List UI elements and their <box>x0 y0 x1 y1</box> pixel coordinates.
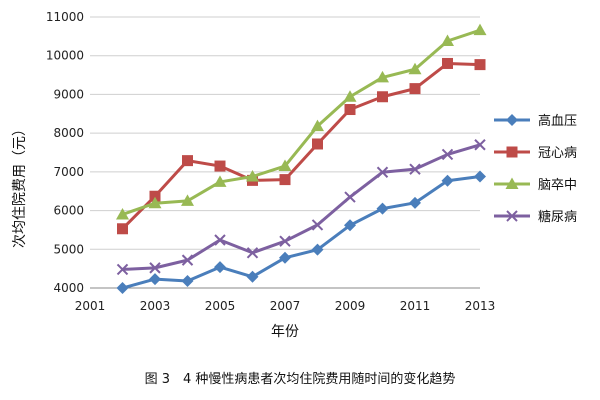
data-point-square <box>117 223 128 235</box>
data-point-diamond <box>344 219 356 232</box>
data-point-triangle <box>181 194 194 206</box>
data-point-diamond <box>181 275 194 288</box>
data-point-x <box>344 191 356 203</box>
series-1 <box>116 170 486 294</box>
data-point-triangle <box>441 34 454 47</box>
data-point-x <box>149 262 161 274</box>
data-point-square <box>377 91 388 103</box>
y-tick-label: 10000 <box>46 49 84 63</box>
data-point-diamond <box>441 174 454 187</box>
y-tick-label: 7000 <box>53 165 84 179</box>
legend-label: 脑卒中 <box>538 178 577 193</box>
data-point-triangle <box>116 207 129 220</box>
series-2 <box>117 57 486 235</box>
y-tick-label: 8000 <box>53 126 84 140</box>
data-point-triangle <box>148 196 162 209</box>
data-point-x <box>409 163 421 175</box>
y-tick-label: 9000 <box>53 87 84 101</box>
y-tick-labels: 4000 5000 6000 7000 8000 9000 10000 11000 <box>46 10 84 295</box>
y-tick-label: 5000 <box>53 242 84 256</box>
legend-item: 高血压 <box>494 113 577 129</box>
x-tick-labels: 2001 2003 2005 2007 2009 2011 2013 <box>75 299 496 313</box>
data-point-diamond <box>116 282 129 294</box>
y-axis-title: 次均住院费用（元） <box>12 122 28 248</box>
data-point-diamond <box>311 243 324 256</box>
legend-item: 冠心病 <box>494 146 577 161</box>
x-axis-title: 年份 <box>271 324 299 340</box>
x-tick-label: 2001 <box>75 299 106 313</box>
data-point-diamond <box>474 170 486 183</box>
x-tick-label: 2009 <box>335 299 366 313</box>
data-point-diamond <box>246 270 259 283</box>
data-point-diamond <box>279 251 291 264</box>
x-tick-label: 2013 <box>465 299 496 313</box>
data-point-square <box>149 190 161 202</box>
series-line <box>122 143 481 271</box>
data-point-x <box>246 247 259 259</box>
data-point-square <box>312 138 323 150</box>
data-point-square <box>409 83 421 95</box>
legend-label: 糖尿病 <box>538 209 577 225</box>
data-point-x <box>506 210 518 222</box>
data-point-diamond <box>149 273 161 286</box>
x-tick-label: 2007 <box>270 299 301 313</box>
data-point-diamond <box>409 196 421 209</box>
data-point-diamond <box>506 114 518 126</box>
data-point-square <box>182 155 193 167</box>
y-tick-label: 4000 <box>53 281 84 295</box>
legend-item: 脑卒中 <box>494 177 577 193</box>
legend-item: 糖尿病 <box>494 209 577 225</box>
data-point-diamond <box>214 261 226 274</box>
data-point-triangle <box>473 23 487 36</box>
data-point-square <box>506 146 518 158</box>
legend-label: 冠心病 <box>538 146 577 161</box>
legend-label: 高血压 <box>538 113 577 129</box>
data-point-triangle <box>213 175 227 187</box>
data-point-square <box>474 59 486 71</box>
data-point-x <box>441 148 454 161</box>
x-tick-label: 2011 <box>400 299 431 313</box>
data-point-triangle <box>408 62 422 75</box>
data-point-triangle <box>246 170 259 182</box>
data-point-diamond <box>376 202 389 215</box>
data-point-x <box>311 219 324 231</box>
plot-area <box>116 23 487 294</box>
figure-caption: 图 3 4 种慢性病患者次均住院费用随时间的变化趋势 <box>145 371 456 387</box>
x-tick-label: 2003 <box>140 299 171 313</box>
data-point-x <box>214 234 226 246</box>
data-point-triangle <box>505 177 519 189</box>
x-tick-label: 2005 <box>205 299 236 313</box>
series-3 <box>116 23 487 220</box>
data-point-square <box>279 174 291 186</box>
data-point-x <box>181 254 194 266</box>
data-point-square <box>214 160 226 172</box>
data-point-x <box>279 235 291 247</box>
data-point-x <box>376 166 389 178</box>
data-point-triangle <box>376 70 389 83</box>
data-point-triangle <box>343 90 357 102</box>
gridlines <box>90 16 480 250</box>
y-tick-label: 11000 <box>46 10 84 24</box>
y-tick-label: 6000 <box>53 204 84 218</box>
data-point-triangle <box>311 119 324 132</box>
data-point-square <box>344 104 356 116</box>
series-4 <box>116 139 486 276</box>
data-point-x <box>474 139 486 151</box>
data-point-triangle <box>278 159 292 172</box>
data-point-square <box>442 57 453 69</box>
series-line <box>122 28 481 216</box>
data-point-x <box>116 263 129 276</box>
